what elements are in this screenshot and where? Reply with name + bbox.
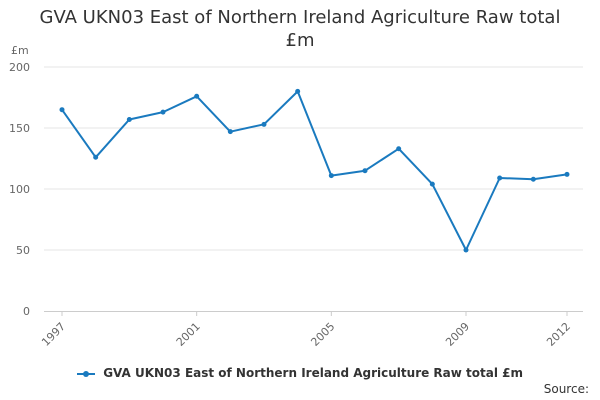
data-point [160, 109, 166, 115]
x-tick-label: 2005 [308, 320, 337, 349]
series-line [61, 90, 568, 251]
data-point [530, 176, 536, 182]
data-point [362, 168, 368, 174]
y-tick-label: 0 [23, 305, 30, 318]
data-point [396, 146, 402, 152]
data-point [328, 173, 334, 179]
data-point [261, 121, 267, 127]
data-point [59, 107, 65, 113]
y-tick-label: 50 [16, 244, 30, 257]
data-point [126, 116, 132, 122]
legend-line-marker-icon [77, 369, 95, 379]
data-point [463, 247, 469, 253]
data-point [564, 171, 570, 177]
x-tick-label: 2009 [443, 320, 472, 349]
y-axis-unit-label: £m [11, 44, 29, 57]
x-tick-label: 2012 [544, 320, 573, 349]
x-tick-label: 2001 [174, 320, 203, 349]
legend[interactable]: GVA UKN03 East of Northern Ireland Agric… [0, 366, 600, 380]
data-point [227, 129, 233, 135]
legend-label: GVA UKN03 East of Northern Ireland Agric… [103, 366, 523, 380]
data-point [295, 88, 301, 94]
y-tick-label: 200 [9, 61, 30, 74]
source-label: Source: [543, 382, 589, 396]
chart-title-line-1: GVA UKN03 East of Northern Ireland Agric… [39, 7, 561, 28]
data-point [497, 175, 503, 181]
chart-title: GVA UKN03 East of Northern Ireland Agric… [0, 6, 600, 52]
y-tick-label: 150 [9, 122, 30, 135]
data-point [429, 181, 435, 187]
x-tick-label: 1997 [39, 320, 68, 349]
data-point [194, 93, 200, 99]
y-tick-label: 100 [9, 183, 30, 196]
data-point [93, 154, 99, 160]
chart-title-line-2: £m [285, 30, 315, 51]
